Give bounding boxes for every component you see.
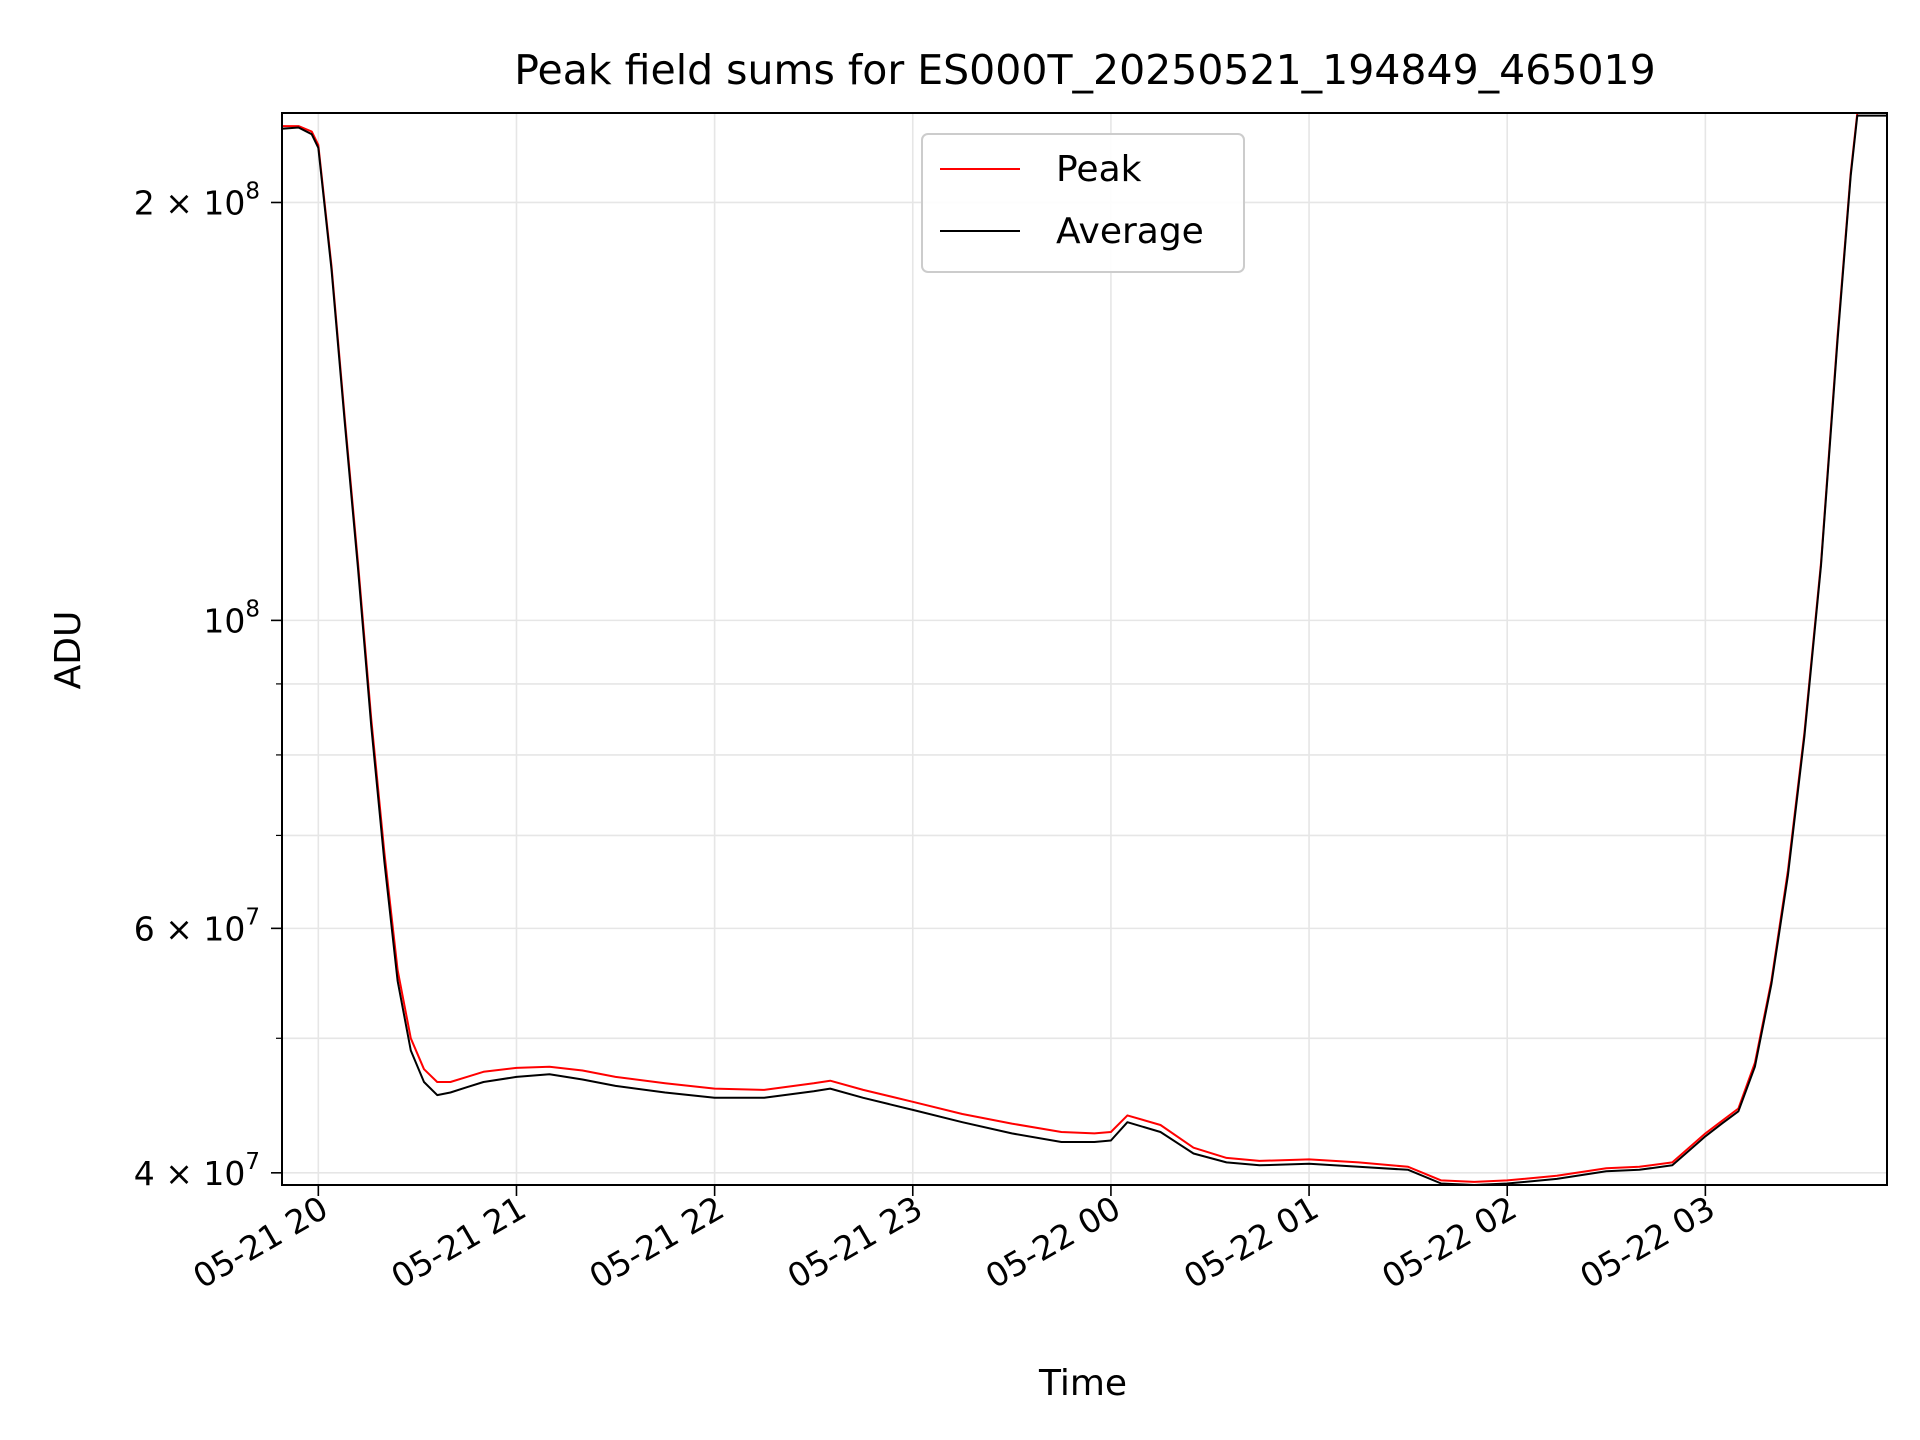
y-tick-label: 6 × 107 (134, 904, 260, 948)
series-line-peak (282, 113, 1887, 1183)
y-tick-label: 108 (203, 596, 260, 640)
series-line-average (282, 114, 1887, 1185)
plot-frame (281, 112, 1888, 1186)
chart-title: Peak field sums for ES000T_20250521_1948… (514, 46, 1655, 94)
legend-label: Average (1056, 211, 1204, 252)
legend-label: Peak (1056, 149, 1142, 190)
y-tick-label: 2 × 108 (134, 178, 260, 222)
legend: Peak Average (921, 133, 1245, 273)
gridlines (282, 113, 1887, 1185)
y-tick-label: 4 × 107 (134, 1149, 260, 1193)
series-lines (282, 113, 1887, 1185)
x-axis-label: Time (1038, 1363, 1127, 1404)
y-axis-label: ADU (48, 611, 89, 690)
